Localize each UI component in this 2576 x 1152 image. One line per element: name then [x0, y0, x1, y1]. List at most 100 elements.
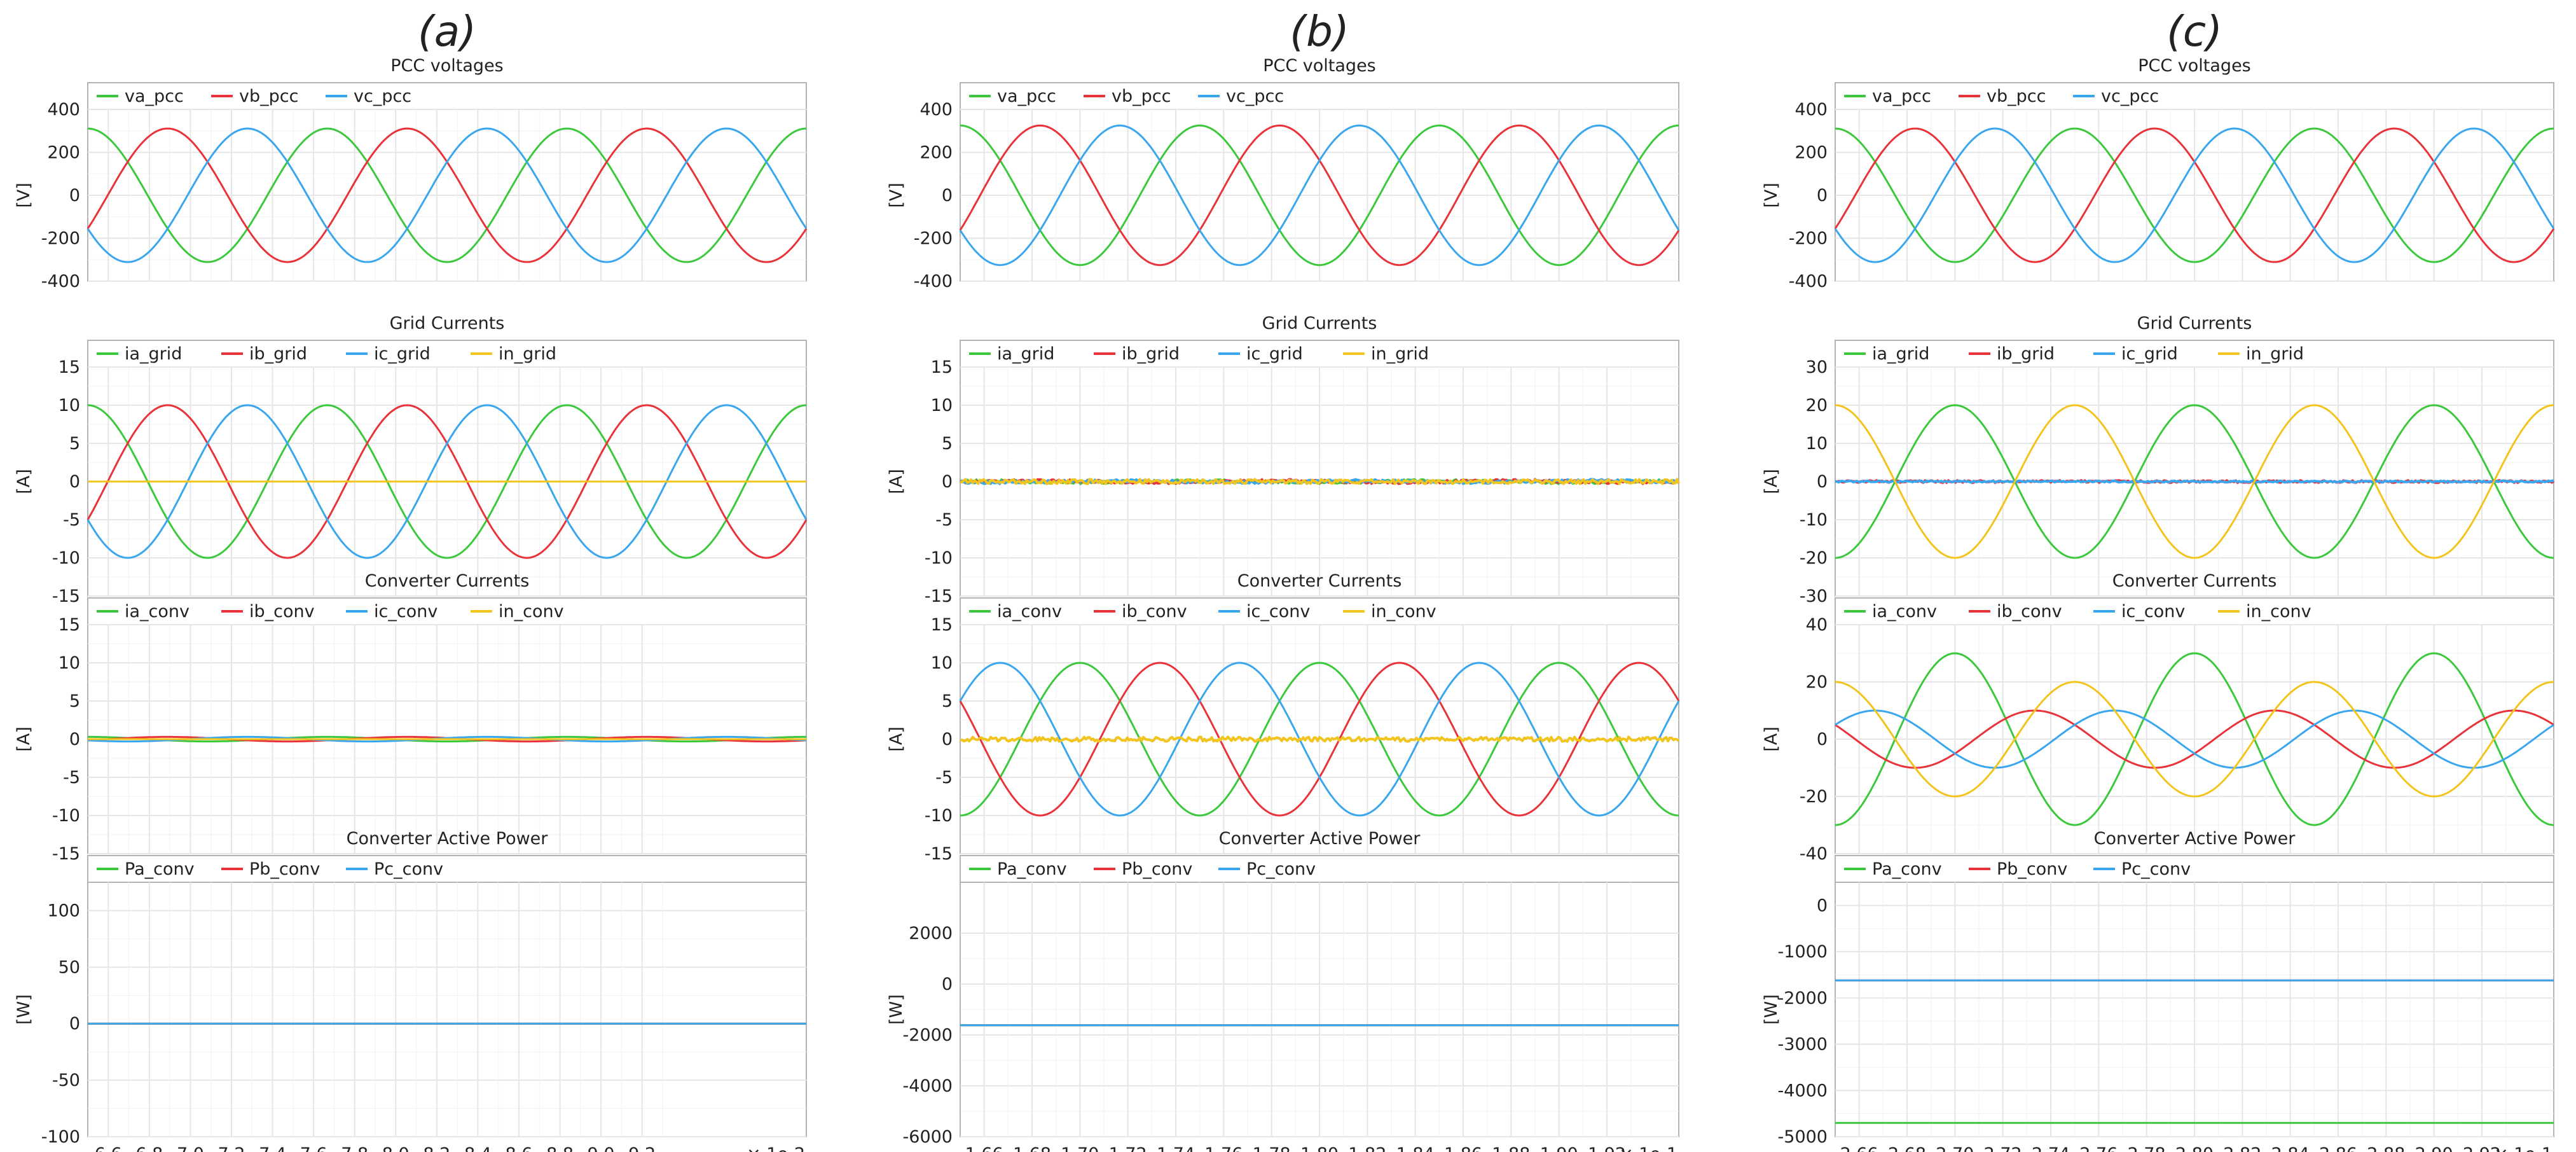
chart-pcc-voltages: PCC voltages va_pcc vb_pcc vc_pcc 400 200 0 -20… [14, 56, 808, 291]
chart-title: PCC voltages [2138, 56, 2251, 76]
y-tick-label: -15 [52, 586, 80, 606]
series-line-vc_pcc [1834, 127, 2555, 263]
chart-converter-currents: Converter Currents ia_conv ib_conv ic_conv i… [14, 571, 807, 864]
legend-box [1835, 340, 2554, 368]
x-tick-label: 2.74 [2032, 1144, 2070, 1152]
y-tick-label: -1000 [1778, 942, 1828, 962]
y-tick-label: 400 [1794, 100, 1828, 120]
y-tick-label: -20 [1800, 548, 1828, 568]
series-line-ic_grid [86, 404, 808, 559]
y-tick-label: 10 [931, 396, 953, 415]
legend-label: ib_grid [1122, 344, 1180, 364]
y-tick-label: -10 [925, 548, 953, 568]
series-line-in_grid [1835, 404, 2554, 559]
chart-converter-active-power: Converter Active Power Pa_conv Pb_conv Pc_c… [14, 829, 807, 1152]
x-tick-label: 2.68 [1888, 1144, 1926, 1152]
chart-title: Converter Currents [2112, 571, 2277, 591]
y-tick-label: -5 [63, 510, 80, 530]
y-tick-label: -40 [1800, 844, 1828, 864]
y-tick-label: -10 [52, 806, 80, 826]
x-tick-label: 7.0 [177, 1144, 204, 1152]
y-tick-label: -10 [1800, 510, 1828, 530]
legend-label: ic_conv [1246, 602, 1310, 621]
chart-converter-active-power: Converter Active Power Pa_conv Pb_conv Pc_c… [886, 829, 1679, 1152]
y-tick-label: -3000 [1778, 1035, 1828, 1055]
legend-label: ic_grid [2121, 344, 2178, 364]
legend-box [960, 340, 1679, 368]
legend-label: Pa_conv [997, 859, 1067, 879]
y-tick-label: -2000 [1778, 989, 1828, 1008]
x-tick-label: 2.88 [2367, 1144, 2405, 1152]
legend-label: in_conv [499, 602, 564, 621]
y-tick-label: -30 [1800, 586, 1828, 606]
y-tick-label: -15 [52, 844, 80, 864]
x-tick-label: 2.84 [2271, 1144, 2310, 1152]
y-axis-label: [A] [14, 469, 34, 494]
series-line-ic_conv [959, 662, 1680, 817]
y-tick-label: -5 [935, 510, 953, 530]
chart-pcc-voltages: PCC voltages va_pcc vb_pcc vc_pcc 400 200 0 -20… [1761, 56, 2555, 291]
y-tick-label: 200 [1794, 143, 1828, 163]
y-axis-label: [W] [14, 994, 34, 1025]
x-tick-label: 1.84 [1396, 1144, 1435, 1152]
x-tick-label: 1.78 [1253, 1144, 1291, 1152]
x-tick-label: 7.8 [341, 1144, 368, 1152]
chart-grid-currents: Grid Currents ia_grid ib_grid ic_grid in_gri… [886, 314, 1680, 606]
column-a: (a)PCC voltages va_pcc vb_pcc vc_pcc 400 200 0… [14, 7, 808, 1152]
y-tick-label: -400 [41, 272, 80, 291]
series-line-ic_conv [87, 735, 807, 743]
series-line-ia_conv [960, 662, 1679, 817]
legend-label: in_grid [2246, 344, 2304, 364]
legend-box [960, 82, 1679, 110]
x-tick-label: 6.6 [95, 1144, 122, 1152]
y-axis-label: [V] [886, 183, 906, 208]
legend-label: Pa_conv [1872, 859, 1942, 879]
legend-box [1835, 82, 2554, 110]
chart-title: Converter Currents [365, 571, 530, 591]
x-tick-label: 2.80 [2175, 1144, 2214, 1152]
legend-box [960, 855, 1679, 883]
x-tick-label: 1.86 [1444, 1144, 1482, 1152]
chart-title: PCC voltages [390, 56, 504, 76]
chart-grid-currents: Grid Currents ia_grid ib_grid ic_grid in_gri… [1761, 314, 2555, 606]
y-tick-label: 0 [942, 975, 953, 994]
y-tick-label: 0 [1817, 186, 1828, 205]
y-tick-label: -10 [52, 548, 80, 568]
y-tick-label: 15 [59, 615, 80, 635]
column-label: (c) [2166, 7, 2222, 56]
series-line-in_grid [960, 478, 1680, 485]
y-tick-label: -4000 [903, 1076, 953, 1096]
legend-label: Pb_conv [249, 859, 320, 879]
series-line-va_pcc [1835, 127, 2554, 263]
x-tick-label: 1.80 [1300, 1144, 1339, 1152]
y-tick-label: 10 [59, 396, 80, 415]
legend-label: ic_conv [374, 602, 437, 621]
x-tick-label: 8.0 [382, 1144, 410, 1152]
x-tick-label: 1.66 [965, 1144, 1003, 1152]
legend-label: vc_pcc [354, 87, 411, 106]
y-tick-label: 5 [942, 434, 953, 454]
legend-label: ia_grid [1872, 344, 1929, 364]
legend-label: ia_conv [997, 602, 1062, 621]
chart-title: Converter Active Power [347, 829, 549, 849]
chart-title: PCC voltages [1263, 56, 1376, 76]
series-line-va_pcc [87, 127, 807, 263]
legend-label: Pc_conv [1246, 859, 1316, 879]
y-tick-label: -15 [925, 844, 953, 864]
column-label: (b) [1290, 7, 1349, 56]
x-tick-label: 1.74 [1157, 1144, 1195, 1152]
y-tick-label: -200 [914, 229, 953, 249]
legend-label: vc_pcc [2101, 87, 2159, 106]
x-tick-label: 2.76 [2079, 1144, 2118, 1152]
x-tick-label: 1.72 [1109, 1144, 1147, 1152]
chart-title: Grid Currents [2137, 314, 2252, 333]
legend-label: va_pcc [997, 87, 1056, 106]
chart-title: Grid Currents [390, 314, 505, 333]
x-tick-label: 8.2 [423, 1144, 450, 1152]
legend-label: va_pcc [1872, 87, 1931, 106]
series-line-ia_grid [87, 404, 807, 559]
legend-label: Pb_conv [1997, 859, 2067, 879]
y-tick-label: 10 [59, 653, 80, 673]
